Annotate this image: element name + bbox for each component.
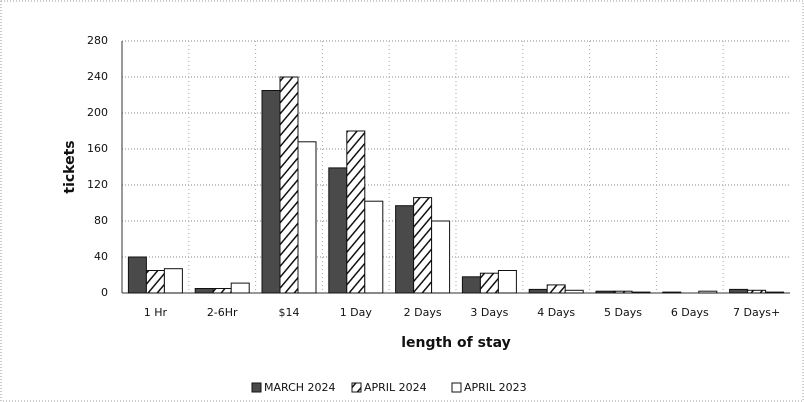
x-tick-label: 2 Days — [404, 306, 442, 319]
bar — [479, 272, 499, 294]
x-tick-label: $14 — [279, 306, 300, 319]
bar — [230, 282, 250, 294]
bar — [461, 276, 481, 294]
bar — [212, 288, 232, 294]
x-tick-label: 5 Days — [604, 306, 642, 319]
bar — [127, 256, 147, 294]
bar — [698, 290, 718, 294]
bar — [595, 290, 615, 294]
bar — [346, 130, 366, 294]
y-tick-label: 240 — [87, 70, 108, 83]
y-tick-label: 200 — [87, 106, 108, 119]
bar — [261, 90, 281, 294]
x-tick-label: 4 Days — [537, 306, 575, 319]
bar — [747, 289, 767, 294]
bar — [279, 76, 299, 294]
y-tick-label: 80 — [94, 214, 108, 227]
y-tick-label: 160 — [87, 142, 108, 155]
bar — [528, 288, 548, 294]
y-tick-label: 0 — [101, 286, 108, 299]
bar — [546, 284, 566, 294]
legend-label: MARCH 2024 — [264, 381, 336, 394]
legend-label: APRIL 2023 — [464, 381, 527, 394]
y-tick-label: 280 — [87, 34, 108, 47]
y-axis-title: tickets — [62, 140, 78, 193]
y-tick-label: 40 — [94, 250, 108, 263]
bar — [328, 167, 348, 294]
bar — [662, 291, 682, 294]
bar — [613, 290, 633, 294]
x-axis-title: length of stay — [401, 335, 511, 351]
y-tick-label: 120 — [87, 178, 108, 191]
bar — [395, 205, 415, 294]
bar — [297, 141, 317, 294]
bar — [431, 220, 451, 294]
bar — [163, 268, 183, 294]
bar — [631, 291, 651, 294]
bar — [194, 288, 214, 294]
x-tick-label: 7 Days+ — [733, 306, 780, 319]
x-tick-label: 1 Day — [340, 306, 373, 319]
bar — [497, 270, 517, 294]
x-tick-label: 3 Days — [470, 306, 508, 319]
bar — [145, 270, 165, 294]
x-tick-label: 2-6Hr — [207, 306, 238, 319]
legend-swatch — [251, 382, 262, 393]
x-tick-label: 1 Hr — [144, 306, 168, 319]
legend-swatch — [351, 382, 362, 393]
bar — [765, 291, 785, 294]
bar — [413, 197, 433, 294]
x-tick-label: 6 Days — [671, 306, 709, 319]
bar — [729, 288, 749, 294]
legend-label: APRIL 2024 — [364, 381, 427, 394]
legend-swatch — [451, 382, 462, 393]
bar — [564, 289, 584, 294]
bar — [364, 200, 384, 294]
